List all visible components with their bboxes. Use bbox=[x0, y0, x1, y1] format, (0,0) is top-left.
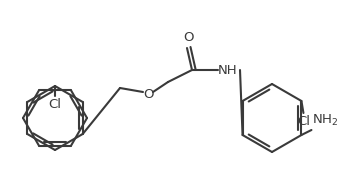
Text: NH$_2$: NH$_2$ bbox=[312, 113, 339, 128]
Text: Cl: Cl bbox=[48, 98, 62, 111]
Text: O: O bbox=[183, 31, 194, 44]
Text: NH: NH bbox=[218, 64, 238, 77]
Text: Cl: Cl bbox=[297, 115, 310, 128]
Text: O: O bbox=[143, 88, 153, 101]
